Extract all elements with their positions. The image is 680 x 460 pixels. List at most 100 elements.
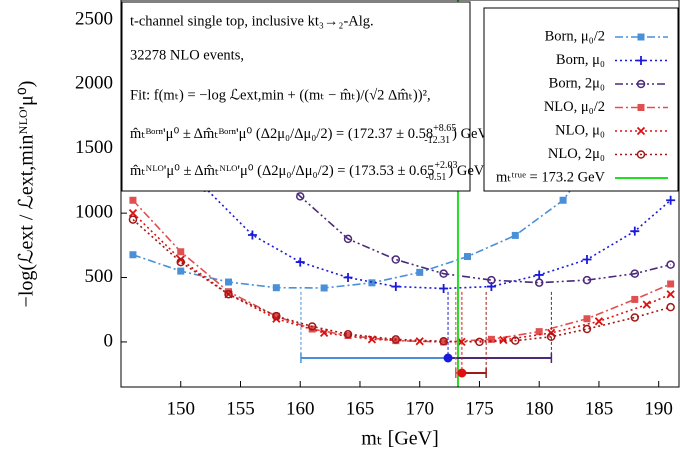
annotation-text: ) GeV, [452,126,490,142]
y-tick-label: 1000 [75,201,113,222]
marker [630,226,640,236]
marker [630,313,640,322]
marker [487,275,496,285]
marker [440,338,448,346]
annotation-text: m̂ₜᴺᴸᴼ'μ⁰ ± Δm̂ₜᴺᴸᴼ'μ⁰ (Δ2μ₀/Δμ₀/2) = ( [130,163,354,179]
marker [224,290,233,299]
marker [272,284,280,292]
fit-down: -12.31 [424,135,450,146]
marker [391,282,401,292]
x-tick-label: 175 [465,398,494,419]
marker [631,295,639,303]
marker [177,267,185,275]
marker [128,209,138,218]
fit-up: +8.65 [433,123,456,134]
x-tick-label: 170 [405,398,434,419]
annotation-text: m̂ₜᴮᵒʳⁿ'μ⁰ ± Δm̂ₜᴮᵒʳⁿ'μ⁰ (Δ2μ₀/Δμ₀/2) = … [130,126,353,142]
marker [439,269,448,278]
legend-label: NLO, 2μ₀ [548,146,605,162]
fit-point [443,353,453,363]
y-tick-label: 2000 [75,73,113,94]
fit-text: ± [394,163,409,179]
y-tick-label: 0 [104,330,114,351]
annotation-text: m̂ₜᴮᵒʳⁿ'μ⁰ ± Δm̂ₜᴮᵒʳⁿ'μ⁰ (Δ2μ₀/Δμ₀/2) = … [130,123,490,146]
marker [499,335,508,345]
x-tick-label: 165 [346,398,375,419]
marker [225,288,233,296]
marker [666,195,676,205]
annotation-text: m̂ₜᴺᴸᴼ'μ⁰ ± Δm̂ₜᴺᴸᴼ'μ⁰ (Δ2μ₀/Δμ₀/2) = (1… [130,160,485,183]
marker [637,33,645,41]
marker [367,335,377,344]
plot-frame [120,0,680,388]
marker [666,290,675,299]
marker [225,278,233,286]
x-tick-label: 160 [286,398,315,419]
marker [464,253,472,261]
fit-stat: 0.65 [409,163,434,179]
marker [666,260,675,269]
x-tick-label: 150 [166,398,195,419]
legend-label: Born, 2μ₀ [549,75,605,91]
marker [583,315,591,323]
marker [636,150,646,159]
y-tick-label: 2500 [75,8,113,29]
plot-area [128,0,676,387]
y-axis-label: −log(ℒext / ℒext,minᴺᴸᴼ'μ⁰) [16,81,38,308]
marker [535,328,543,336]
marker [636,56,646,65]
marker [439,283,449,293]
marker [295,192,305,201]
marker [177,248,185,256]
marker [391,255,401,264]
marker [343,273,353,283]
legend-label: Born, μ₀ [556,52,605,68]
legend-label: Born, μ₀/2 [545,28,605,44]
x-tick-label: 180 [525,398,554,419]
x-axis-label: mₜ [GeV] [361,428,439,450]
marker [128,215,138,224]
marker [666,302,675,312]
x-tick-label: 155 [226,398,255,419]
marker [415,337,424,346]
marker [439,337,448,346]
marker [594,317,604,326]
marker [559,196,567,204]
marker [636,79,646,89]
axes: 150 155 160 165 170 175 180 185 190 0 500 1000 1500 2… [75,8,673,419]
marker [176,257,185,267]
annotation-box [121,1,471,192]
legend-label: NLO, μ₀ [555,122,605,138]
marker [642,300,651,309]
marker [368,279,376,287]
marker [391,335,401,344]
annotation-text: ) GeV [448,163,484,179]
fit-value: 173.53 [354,163,394,179]
marker [320,284,328,292]
marker [272,311,281,321]
marker [582,324,592,334]
marker [636,126,646,136]
legend-box [483,7,679,192]
annotation-text: t-channel single top, inclusive kt₃→₂-Al… [130,13,374,29]
marker [319,328,329,338]
series-line [156,128,672,290]
marker [511,336,520,345]
marker [630,269,640,278]
marker [272,312,280,320]
marker [247,230,257,240]
marker [129,251,137,259]
marker [534,270,544,280]
marker [295,257,305,267]
marker [667,280,675,288]
series-line [251,148,671,284]
marker [487,335,495,343]
marker [344,331,352,339]
series-line [132,218,671,343]
marker [582,255,592,265]
x-tick-label: 190 [644,398,673,419]
marker [343,234,353,244]
fit-point [457,368,467,378]
fit-stat: 0.58 [408,126,433,142]
